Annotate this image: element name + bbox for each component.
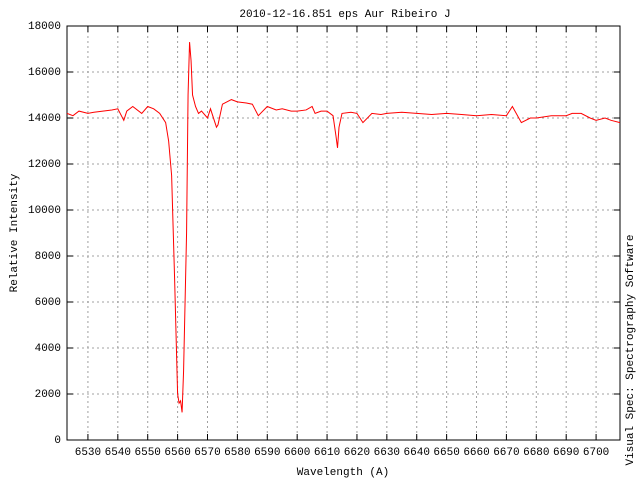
y-tick-label: 0 bbox=[54, 435, 61, 447]
x-tick-label: 6640 bbox=[404, 447, 430, 459]
y-tick-label: 4000 bbox=[35, 343, 61, 355]
x-tick-label: 6570 bbox=[194, 447, 220, 459]
x-tick-label: 6700 bbox=[583, 447, 609, 459]
spectrum-line bbox=[66, 42, 621, 413]
y-tick-label: 10000 bbox=[28, 205, 61, 217]
x-tick-label: 6580 bbox=[224, 447, 250, 459]
y-axis-label: Relative Intensity bbox=[9, 173, 21, 292]
y-tick-label: 16000 bbox=[28, 67, 61, 79]
x-tick-label: 6690 bbox=[553, 447, 579, 459]
y-tick-label: 6000 bbox=[35, 297, 61, 309]
y-tick-label: 8000 bbox=[35, 251, 61, 263]
x-tick-label: 6550 bbox=[135, 447, 161, 459]
x-tick-label: 6540 bbox=[105, 447, 131, 459]
y-tick-label: 18000 bbox=[28, 21, 61, 33]
x-tick-label: 6610 bbox=[314, 447, 340, 459]
x-tick-label: 6600 bbox=[284, 447, 310, 459]
x-tick-label: 6590 bbox=[254, 447, 280, 459]
x-tick-label: 6560 bbox=[164, 447, 190, 459]
y-tick-label: 12000 bbox=[28, 159, 61, 171]
y-tick-label: 2000 bbox=[35, 389, 61, 401]
x-axis-label: Wavelength (A) bbox=[297, 467, 389, 479]
plot-frame bbox=[66, 25, 621, 441]
x-tick-label: 6650 bbox=[433, 447, 459, 459]
y-tick-label: 14000 bbox=[28, 113, 61, 125]
chart-title: 2010-12-16.851 eps Aur Ribeiro J bbox=[239, 9, 450, 21]
side-note: Visual Spec: Spectrography Software bbox=[625, 234, 637, 465]
x-tick-label: 6670 bbox=[493, 447, 519, 459]
x-tick-label: 6530 bbox=[75, 447, 101, 459]
x-tick-label: 6620 bbox=[344, 447, 370, 459]
x-tick-label: 6660 bbox=[463, 447, 489, 459]
x-tick-label: 6630 bbox=[374, 447, 400, 459]
x-tick-label: 6680 bbox=[523, 447, 549, 459]
